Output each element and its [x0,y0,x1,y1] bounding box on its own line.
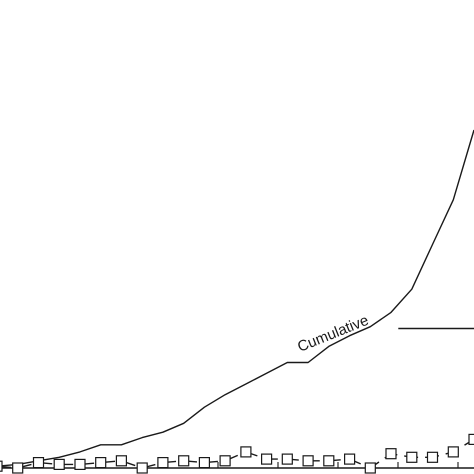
data-point-marker [281,453,293,465]
data-point-marker [344,453,356,465]
data-point-marker [136,462,148,474]
series-line-cumulative [0,129,474,467]
data-point-marker [426,451,439,463]
data-point-marker [198,457,210,469]
data-point-marker [178,455,190,467]
data-point-marker [323,455,335,467]
data-point-marker [447,446,459,458]
data-point-marker [302,455,314,467]
data-point-marker [468,433,474,445]
data-point-marker [385,448,397,460]
data-point-marker [115,455,128,467]
data-point-marker [12,462,24,474]
data-point-marker [364,462,376,474]
data-point-marker [95,457,107,469]
data-point-marker [0,460,3,472]
data-point-marker [219,455,231,467]
data-point-marker [261,453,273,465]
data-point-marker [32,457,45,469]
data-point-marker [74,458,86,470]
data-point-marker [157,457,169,469]
chart-labels: Cumulative [295,312,371,356]
data-point-marker [406,451,418,463]
chart-series [0,129,474,474]
series-label-cumulative: Cumulative [295,312,371,356]
data-point-marker [53,458,65,470]
data-point-marker [240,446,252,458]
